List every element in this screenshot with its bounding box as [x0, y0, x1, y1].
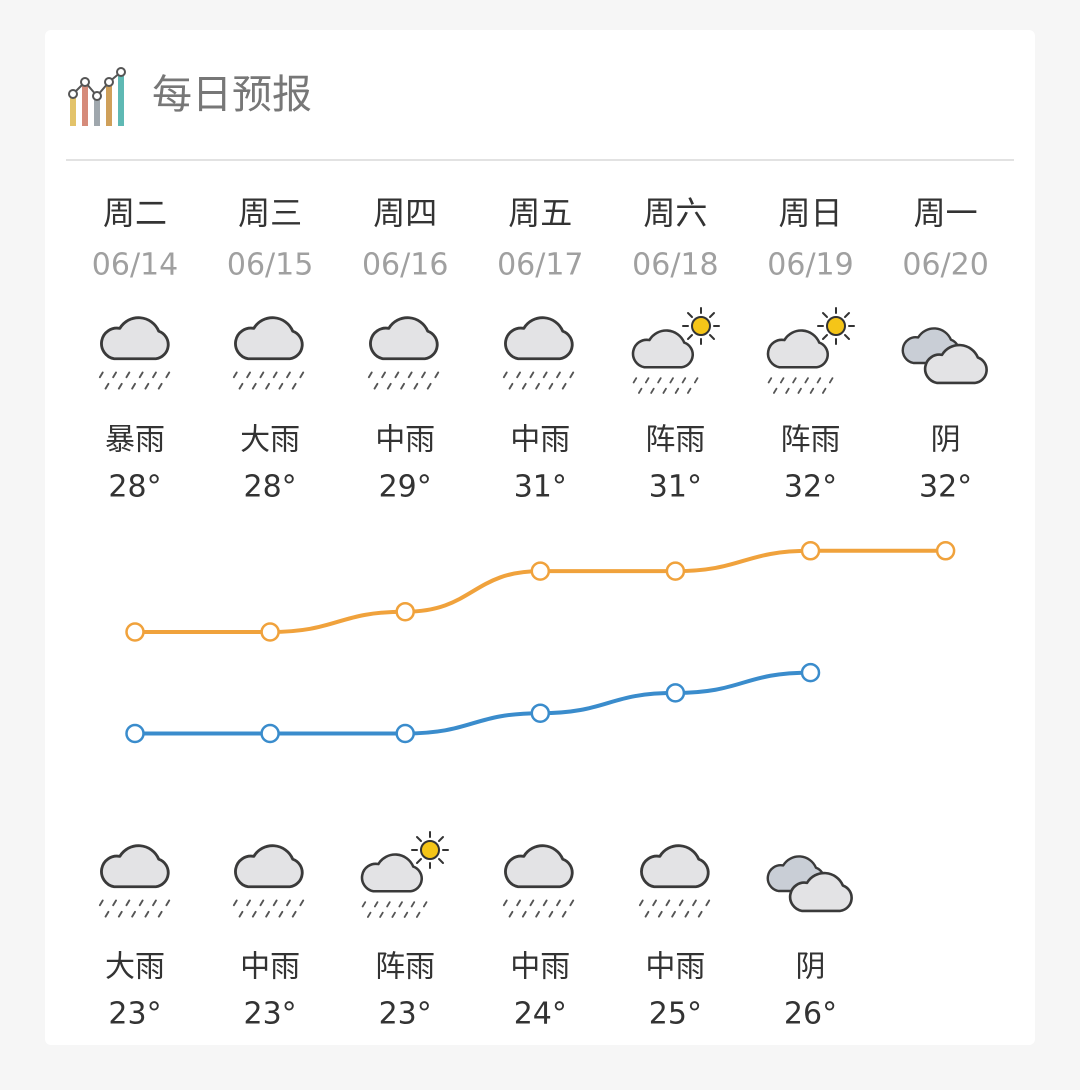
date: 06/18: [632, 248, 718, 283]
day-weather: 阴: [931, 423, 961, 458]
low-temp: 26°: [784, 997, 837, 1032]
card-title: 每日预报: [152, 72, 312, 118]
low-line-point: [665, 683, 686, 703]
night-weather: 中雨: [240, 950, 300, 985]
weekday: 周二: [103, 194, 167, 232]
low-temp: 23°: [244, 997, 297, 1032]
high-line-point: [125, 622, 145, 642]
low-line-point: [395, 723, 415, 744]
date: 06/17: [497, 248, 583, 283]
night-weather: 中雨: [645, 950, 705, 985]
high-temp: 31°: [514, 470, 567, 505]
low-line-point: [530, 703, 551, 723]
weekday: 周三: [238, 194, 302, 232]
date: 06/19: [767, 248, 853, 283]
day-weather: 中雨: [510, 423, 570, 458]
date: 06/16: [362, 248, 448, 283]
date: 06/14: [92, 248, 178, 283]
high-line-point: [935, 541, 956, 561]
low-line-point: [260, 723, 280, 744]
night-weather: 大雨: [105, 950, 165, 985]
low-line-point: [800, 662, 821, 683]
night-weather: 阴: [796, 950, 826, 985]
day-weather: 暴雨: [105, 423, 165, 458]
day-weather: 阵雨: [645, 423, 705, 458]
low-temp: 23°: [108, 997, 161, 1032]
weekday: 周五: [508, 194, 572, 232]
card-background: [45, 30, 1035, 1045]
low-temp: 24°: [514, 997, 567, 1032]
high-temp: 32°: [784, 470, 837, 505]
day-weather: 阵雨: [781, 423, 841, 458]
high-temp: 32°: [919, 470, 972, 505]
day-weather: 大雨: [240, 423, 300, 458]
low-temp: 25°: [649, 997, 702, 1032]
weekday: 周六: [643, 194, 707, 232]
day-weather: 中雨: [375, 423, 435, 458]
high-temp: 28°: [244, 470, 297, 505]
night-weather: 阵雨: [375, 950, 435, 985]
weekday: 周一: [914, 194, 978, 232]
high-line-point: [800, 541, 821, 561]
high-temp: 31°: [649, 470, 702, 505]
weekday: 周日: [778, 194, 842, 232]
night-weather: 中雨: [510, 950, 570, 985]
weekday: 周四: [373, 194, 437, 232]
high-temp: 28°: [108, 470, 161, 505]
low-line-point: [125, 723, 145, 744]
date: 06/20: [902, 248, 988, 283]
high-line-point: [395, 601, 415, 622]
low-temp: 23°: [379, 997, 432, 1032]
high-line-point: [665, 561, 686, 581]
low-line: [135, 670, 811, 736]
high-temp: 29°: [379, 470, 432, 505]
high-line-point: [530, 561, 551, 581]
header-icon: [68, 67, 126, 126]
high-line-point: [260, 622, 280, 642]
date: 06/15: [227, 248, 313, 283]
